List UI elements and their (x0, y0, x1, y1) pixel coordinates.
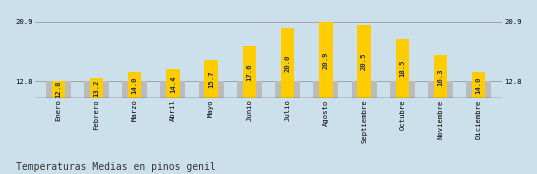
Bar (466, 81, 491, 98)
Bar (319, 22, 332, 98)
Bar (434, 56, 447, 98)
Text: 16.3: 16.3 (438, 68, 444, 86)
Bar (90, 78, 103, 98)
Bar (46, 81, 71, 98)
Text: 12.8: 12.8 (55, 81, 61, 98)
Bar (396, 39, 409, 98)
Bar (205, 60, 218, 98)
Text: 18.5: 18.5 (400, 60, 405, 77)
Bar (52, 81, 65, 98)
Bar (122, 81, 147, 98)
Text: 20.0: 20.0 (285, 54, 291, 72)
Text: 14.0: 14.0 (132, 77, 137, 94)
Bar (275, 81, 300, 98)
Text: 20.5: 20.5 (361, 53, 367, 70)
Bar (166, 69, 179, 98)
Text: Temperaturas Medias en pinos genil: Temperaturas Medias en pinos genil (16, 162, 216, 172)
Bar (428, 81, 453, 98)
Bar (161, 81, 185, 98)
Bar (472, 72, 485, 98)
Bar (281, 28, 294, 98)
Bar (390, 81, 415, 98)
Bar (358, 25, 371, 98)
Text: 13.2: 13.2 (93, 80, 99, 97)
Text: 20.9: 20.9 (323, 51, 329, 69)
Bar (199, 81, 223, 98)
Text: 17.6: 17.6 (246, 63, 252, 81)
Bar (128, 72, 141, 98)
Bar (237, 81, 262, 98)
Text: 14.0: 14.0 (476, 77, 482, 94)
Bar (84, 81, 109, 98)
Bar (352, 81, 376, 98)
Bar (243, 46, 256, 98)
Text: 14.4: 14.4 (170, 75, 176, 93)
Bar (314, 81, 338, 98)
Text: 15.7: 15.7 (208, 70, 214, 88)
